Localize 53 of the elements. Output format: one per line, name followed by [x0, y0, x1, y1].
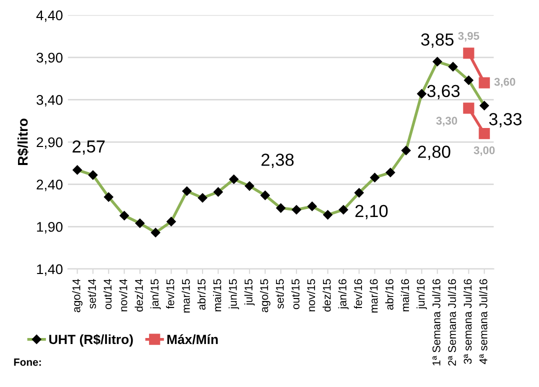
x-tick-label: set/15	[276, 279, 284, 309]
x-tick-label: jun/16	[416, 279, 427, 310]
x-tick-label: fev/16	[354, 279, 362, 309]
x-tick-label: out/15	[291, 279, 300, 310]
point	[478, 128, 490, 140]
data-label: 3,00	[474, 146, 495, 156]
y-tick-label: 3,40	[36, 95, 63, 107]
x-tick-label: mai/16	[400, 279, 410, 312]
x-tick-label: nov/15	[306, 279, 316, 312]
data-label: 2,57	[72, 140, 105, 155]
x-tick-label: 2ª Semana Jul/16	[448, 279, 456, 366]
data-label: 3,85	[421, 33, 454, 48]
y-tick-label: 1,40	[37, 264, 63, 276]
point	[463, 102, 474, 114]
x-tick-label: out/14	[103, 279, 112, 310]
data-label: 2,10	[355, 204, 388, 220]
point	[478, 77, 490, 88]
y-tick-label: 1,90	[37, 222, 63, 234]
point	[463, 48, 474, 59]
x-tick-label: mar/15	[182, 279, 190, 313]
x-tick-label: ago/14	[72, 279, 82, 312]
x-tick-label: jun/15	[228, 279, 240, 310]
y-tick-label: 4,40	[36, 10, 63, 22]
legend-label: Máx/Mín	[167, 334, 218, 344]
x-tick-label: set/14	[88, 279, 96, 309]
x-tick-label: dez/15	[322, 279, 331, 312]
legend-label: UHT (R$/litro)	[49, 334, 133, 347]
x-tick-label: 4ª semana Jul/16	[479, 279, 488, 364]
x-tick-label: mar/16	[370, 279, 378, 313]
x-tick-label: ago/15	[260, 279, 270, 312]
text: Fone:	[14, 358, 41, 366]
x-tick-label: jan/15	[150, 279, 161, 310]
x-tick-label: abr/15	[197, 279, 206, 310]
y-tick-label: 3,90	[36, 52, 63, 64]
data-label: 2,80	[418, 146, 450, 160]
data-label: 3,33	[489, 113, 522, 128]
x-tick-label: abr/16	[385, 279, 394, 310]
data-label: 3,95	[458, 32, 480, 42]
x-tick-label: mai/15	[213, 279, 222, 312]
x-tick-label: nov/14	[119, 279, 128, 312]
data-label: 3,30	[436, 116, 458, 126]
y-axis-title: R$/litro	[17, 118, 29, 166]
data-label: 3,63	[427, 84, 460, 100]
x-tick-label: dez/14	[134, 279, 143, 312]
y-tick-label: 2,40	[36, 180, 63, 192]
x-tick-label: fev/15	[166, 279, 174, 309]
x-tick-label: 1ª Semana Jul/16	[432, 279, 440, 366]
y-tick-label: 2,90	[36, 137, 63, 149]
data-label: 3,60	[494, 78, 516, 88]
data-label: 2,38	[261, 154, 294, 168]
x-tick-label: 3ª semana Jul/16	[464, 279, 472, 364]
x-tick-label: jan/16	[338, 279, 349, 310]
x-tick-label: jul/15	[244, 279, 255, 306]
